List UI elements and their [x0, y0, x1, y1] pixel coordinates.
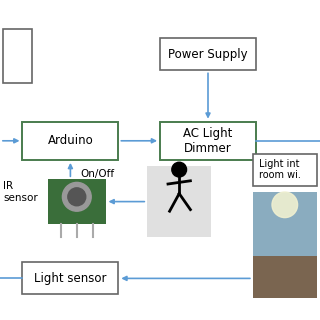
- Text: On/Off: On/Off: [80, 169, 114, 180]
- Text: AC Light
Dimmer: AC Light Dimmer: [183, 127, 233, 155]
- FancyBboxPatch shape: [253, 256, 317, 298]
- Circle shape: [62, 182, 91, 211]
- Circle shape: [272, 192, 298, 218]
- FancyBboxPatch shape: [48, 179, 106, 224]
- Text: Light sensor: Light sensor: [34, 272, 107, 285]
- FancyBboxPatch shape: [160, 122, 256, 160]
- Text: IR
sensor: IR sensor: [3, 181, 38, 203]
- FancyBboxPatch shape: [253, 192, 317, 256]
- Text: Light int
room wi.: Light int room wi.: [259, 159, 301, 180]
- FancyBboxPatch shape: [160, 38, 256, 70]
- Circle shape: [68, 188, 86, 206]
- Text: Arduino: Arduino: [48, 134, 93, 147]
- FancyBboxPatch shape: [147, 166, 211, 237]
- Circle shape: [172, 162, 187, 177]
- Text: Power Supply: Power Supply: [168, 48, 248, 61]
- FancyBboxPatch shape: [22, 262, 118, 294]
- FancyBboxPatch shape: [22, 122, 118, 160]
- FancyBboxPatch shape: [253, 154, 317, 186]
- FancyBboxPatch shape: [3, 29, 32, 83]
